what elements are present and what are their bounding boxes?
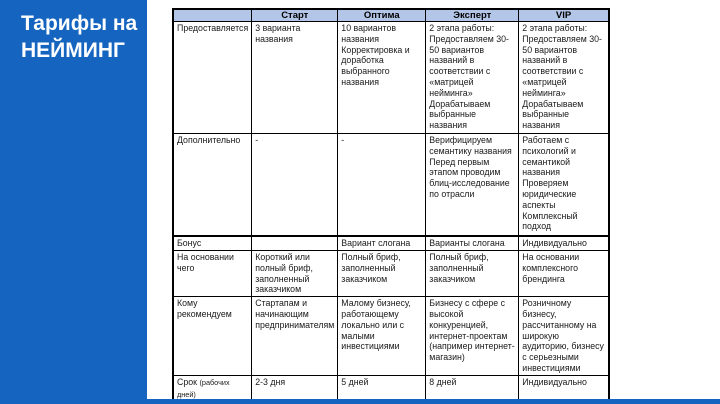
table-cell: 2 этапа работы: Предоставляем 30-50 вари… [425,21,520,134]
table-row-provided: Предоставляется 3 варианта названия 10 в… [172,21,610,134]
page-title-line2: НЕЙМИНГ [21,39,125,62]
row-label: Срок (рабочих дней) [172,374,253,403]
table-row-basis: На основании чего Короткий или полный бр… [172,249,610,298]
page-title: Тарифы на НЕЙМИНГ [21,10,141,64]
col-header-optima: Оптима [337,8,427,22]
table-cell: Короткий или полный бриф, заполненный за… [251,249,339,298]
table-cell: Работаем с психологий и семантикой назва… [518,133,610,237]
col-header-vip: VIP [518,8,610,22]
row-label-term: Срок [177,376,197,387]
row-label: Бонус [172,235,253,251]
header-row: Старт Оптима Эксперт VIP [172,8,610,22]
table-cell: Верифицируем семантику названия Перед пе… [425,133,520,237]
table-cell: Бизнесу с сфере с высокой конкуренцией, … [425,296,520,376]
row-label: Предоставляется [172,21,253,134]
table-cell: 10 вариантов названия Корректировка и до… [337,21,427,134]
table-cell: Вариант слогана [337,235,427,251]
col-header-empty [172,8,253,22]
table-cell: Индивидуально [518,235,610,251]
table-cell [251,235,339,251]
sidebar-panel: Тарифы на НЕЙМИНГ [0,0,147,404]
table-cell: Полный бриф, заполненный заказчиком [425,249,520,298]
col-header-start: Старт [251,8,339,22]
table-cell: Малому бизнесу, работающему локально или… [337,296,427,376]
table-cell: - [251,133,339,237]
table-cell: - [337,133,427,237]
table-row-bonus: Бонус Вариант слогана Варианты слогана И… [172,235,610,251]
table-cell: 2 этапа работы: Предоставляем 30-50 вари… [518,21,610,134]
table-cell: Стартапам и начинающим предпринимателям [251,296,339,376]
pricing-table-wrap: Старт Оптима Эксперт VIP Предоставляется… [172,8,610,404]
row-label: На основании чего [172,249,253,298]
row-label: Дополнительно [172,133,253,237]
table-cell: Полный бриф, заполненный заказчиком [337,249,427,298]
row-label-term-note: (рабочих дней) [177,377,230,399]
table-row-additional: Дополнительно - - Верифицируем семантику… [172,133,610,237]
page-title-line1: Тарифы на [21,12,138,35]
pricing-table: Старт Оптима Эксперт VIP Предоставляется… [172,8,610,404]
table-cell: Варианты слогана [425,235,520,251]
table-cell: На основании комплексного брендинга [518,249,610,298]
row-label: Кому рекомендуем [172,296,253,376]
col-header-expert: Эксперт [425,8,520,22]
table-cell: Розничному бизнесу, рассчитанному на шир… [518,296,610,376]
bottom-accent-bar [0,399,720,404]
table-row-recommended: Кому рекомендуем Стартапам и начинающим … [172,296,610,376]
table-cell: 3 варианта названия [251,21,339,134]
